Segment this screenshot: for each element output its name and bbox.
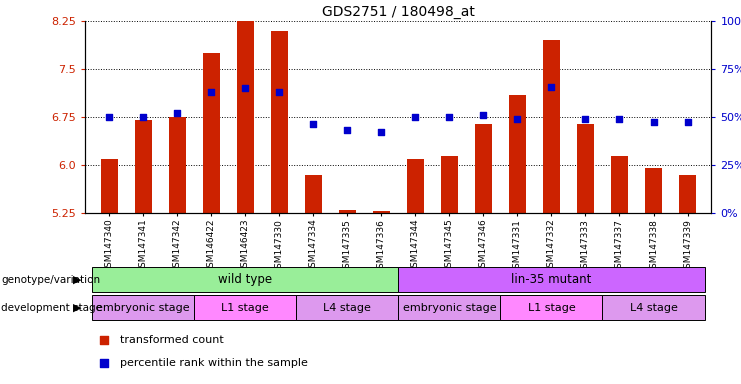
Bar bbox=[194, 295, 296, 320]
Bar bbox=[169, 117, 185, 213]
Bar bbox=[296, 295, 399, 320]
Bar bbox=[602, 295, 705, 320]
Point bbox=[409, 114, 421, 120]
Point bbox=[239, 85, 251, 91]
Point bbox=[137, 114, 149, 120]
Bar bbox=[441, 156, 458, 213]
Bar bbox=[270, 31, 288, 213]
Bar bbox=[500, 295, 602, 320]
Point bbox=[477, 112, 489, 118]
Point bbox=[579, 116, 591, 122]
Point bbox=[98, 359, 110, 366]
Point bbox=[376, 129, 388, 135]
Bar bbox=[373, 211, 390, 213]
Bar bbox=[339, 210, 356, 213]
Point bbox=[171, 109, 183, 116]
Point bbox=[545, 84, 557, 90]
Point bbox=[98, 337, 110, 343]
Bar bbox=[399, 295, 500, 320]
Bar bbox=[679, 175, 696, 213]
Bar bbox=[92, 295, 194, 320]
Bar bbox=[305, 175, 322, 213]
Point bbox=[443, 114, 455, 120]
Bar bbox=[407, 159, 424, 213]
Point bbox=[511, 116, 523, 122]
Text: lin-35 mutant: lin-35 mutant bbox=[511, 273, 591, 286]
Text: L1 stage: L1 stage bbox=[528, 303, 575, 313]
Bar bbox=[543, 40, 560, 213]
Text: embryonic stage: embryonic stage bbox=[96, 303, 190, 313]
Text: genotype/variation: genotype/variation bbox=[1, 275, 101, 285]
Bar bbox=[645, 168, 662, 213]
Text: ▶: ▶ bbox=[73, 303, 82, 313]
Bar bbox=[236, 0, 253, 213]
Bar bbox=[399, 268, 705, 292]
Text: ▶: ▶ bbox=[73, 275, 82, 285]
Bar bbox=[509, 95, 526, 213]
Point bbox=[205, 88, 217, 94]
Point bbox=[614, 116, 625, 122]
Text: L4 stage: L4 stage bbox=[323, 303, 371, 313]
Bar bbox=[135, 120, 152, 213]
Point bbox=[308, 121, 319, 127]
Text: transformed count: transformed count bbox=[119, 335, 223, 345]
Bar bbox=[475, 124, 492, 213]
Point bbox=[342, 127, 353, 133]
Point bbox=[648, 119, 659, 125]
Bar bbox=[101, 159, 118, 213]
Title: GDS2751 / 180498_at: GDS2751 / 180498_at bbox=[322, 5, 475, 19]
Text: L1 stage: L1 stage bbox=[222, 303, 269, 313]
Text: wild type: wild type bbox=[218, 273, 272, 286]
Point bbox=[682, 119, 694, 125]
Bar bbox=[577, 124, 594, 213]
Text: development stage: development stage bbox=[1, 303, 102, 313]
Text: L4 stage: L4 stage bbox=[630, 303, 677, 313]
Point bbox=[103, 114, 115, 120]
Text: embryonic stage: embryonic stage bbox=[402, 303, 496, 313]
Text: percentile rank within the sample: percentile rank within the sample bbox=[119, 358, 308, 368]
Bar bbox=[92, 268, 399, 292]
Bar bbox=[202, 53, 219, 213]
Point bbox=[273, 88, 285, 94]
Bar bbox=[611, 156, 628, 213]
